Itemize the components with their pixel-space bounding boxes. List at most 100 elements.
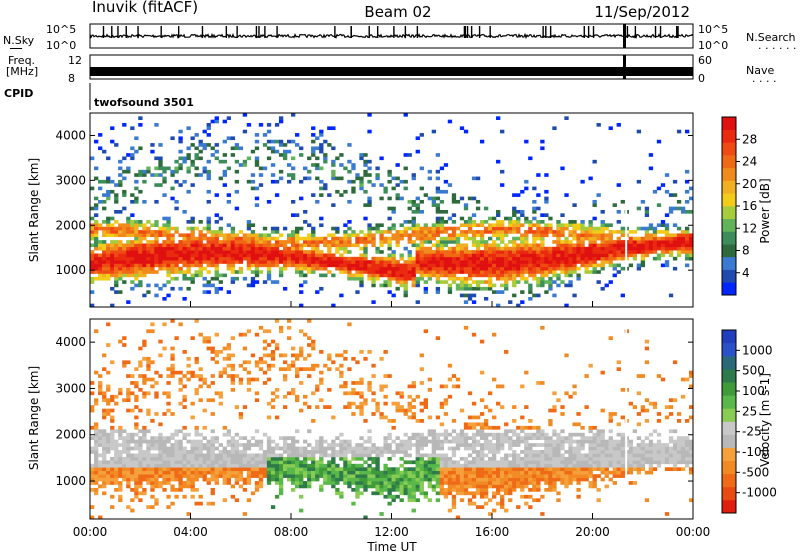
velocity-cell (468, 464, 472, 468)
velocity-cell (484, 474, 488, 478)
velocity-cell (154, 457, 158, 461)
power-cell (259, 250, 263, 254)
power-cell (351, 167, 355, 171)
velocity-cell (516, 505, 520, 509)
power-cell (363, 173, 367, 177)
power-cell (412, 200, 416, 204)
velocity-cell (444, 429, 448, 433)
velocity-cell (504, 491, 508, 495)
power-cell (452, 233, 456, 237)
velocity-cell (239, 412, 243, 416)
velocity-cell (279, 467, 283, 471)
power-cell (239, 247, 243, 251)
power-cell (98, 200, 102, 204)
power-cbar-swatch (722, 181, 736, 194)
velocity-cell (452, 374, 456, 378)
velocity-cell (259, 478, 263, 482)
velocity-cell (359, 457, 363, 461)
velocity-cell (138, 409, 142, 413)
velocity-cell (130, 391, 134, 395)
power-cell (182, 274, 186, 278)
power-cell (279, 170, 283, 174)
velocity-cell (379, 447, 383, 451)
power-cell (130, 280, 134, 284)
power-cell (106, 180, 110, 184)
velocity-cell (476, 467, 480, 471)
velocity-cell (508, 436, 512, 440)
velocity-cell (476, 433, 480, 437)
velocity-cell (102, 398, 106, 402)
power-cell (444, 253, 448, 257)
velocity-cell (271, 460, 275, 464)
power-cell (556, 220, 560, 224)
power-cell (203, 227, 207, 231)
power-cell (355, 233, 359, 237)
velocity-cell (520, 457, 524, 461)
power-cell (359, 260, 363, 264)
power-cell (110, 227, 114, 231)
power-cell (231, 136, 235, 140)
velocity-cell (118, 443, 122, 447)
velocity-cell (400, 488, 404, 492)
power-cell (191, 220, 195, 224)
power-cell (520, 213, 524, 217)
power-cell (601, 230, 605, 234)
velocity-cell (440, 488, 444, 492)
power-cell (601, 237, 605, 241)
power-cell (633, 257, 637, 261)
velocity-cell (126, 398, 130, 402)
power-cell (138, 257, 142, 261)
power-cell (275, 260, 279, 264)
power-cell (673, 193, 677, 197)
velocity-cell (267, 450, 271, 454)
power-cell (211, 243, 215, 247)
power-cell (215, 213, 219, 217)
power-cell (98, 264, 102, 268)
power-cell (363, 153, 367, 157)
velocity-cell (186, 481, 190, 485)
velocity-cell (327, 353, 331, 357)
power-cell (363, 160, 367, 164)
velocity-cell (227, 440, 231, 444)
power-cell (327, 270, 331, 274)
power-cell (227, 193, 231, 197)
power-cell (235, 143, 239, 147)
velocity-cell (219, 350, 223, 354)
power-cell (412, 267, 416, 271)
velocity-cell (251, 471, 255, 475)
power-cell (508, 240, 512, 244)
power-cell (516, 223, 520, 227)
power-cell (444, 274, 448, 278)
velocity-cell (524, 433, 528, 437)
velocity-cell (295, 353, 299, 357)
power-cell (227, 237, 231, 241)
power-cell (299, 257, 303, 261)
velocity-cell (552, 478, 556, 482)
power-cell (404, 230, 408, 234)
velocity-cell (311, 447, 315, 451)
power-cell (448, 260, 452, 264)
power-cell (182, 237, 186, 241)
power-cell (665, 250, 669, 254)
power-cell (319, 250, 323, 254)
power-cell (363, 163, 367, 167)
power-cell (383, 264, 387, 268)
power-cell (363, 233, 367, 237)
power-cell (516, 253, 520, 257)
velocity-cell (178, 443, 182, 447)
velocity-cell (452, 471, 456, 475)
velocity-cell (166, 374, 170, 378)
velocity-cell (408, 395, 412, 399)
velocity-cell (150, 478, 154, 482)
power-cell (544, 274, 548, 278)
velocity-cell (476, 464, 480, 468)
power-cell (363, 270, 367, 274)
velocity-cell (275, 457, 279, 461)
velocity-cell (150, 485, 154, 489)
power-cell (158, 253, 162, 257)
velocity-cell (520, 495, 524, 499)
power-cell (564, 116, 568, 120)
power-cell (605, 257, 609, 261)
power-cell (110, 287, 114, 291)
power-cell (665, 237, 669, 241)
